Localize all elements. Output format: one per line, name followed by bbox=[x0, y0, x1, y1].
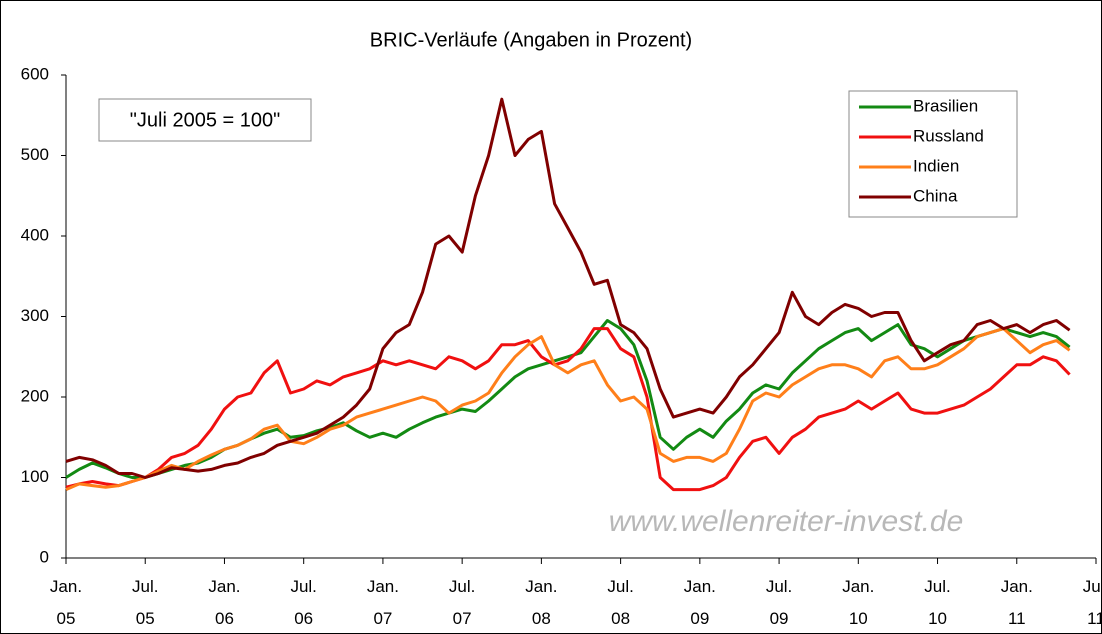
x-tick-label: Jul. 05 bbox=[131, 577, 159, 628]
watermark: www.wellenreiter-invest.de bbox=[609, 505, 964, 538]
series-line bbox=[65, 327, 1071, 491]
y-tick-label: 400 bbox=[21, 225, 49, 244]
y-tick-label: 300 bbox=[21, 306, 49, 325]
legend-label: China bbox=[913, 186, 958, 205]
annotation: "Juli 2005 = 100" bbox=[130, 109, 280, 131]
y-tick-label: 600 bbox=[21, 64, 49, 83]
series-line bbox=[65, 327, 1071, 492]
legend-label: Russland bbox=[913, 126, 984, 145]
annotation-box bbox=[98, 98, 312, 142]
x-tick-label: Jan. 06 bbox=[208, 577, 241, 628]
y-tick-label: 0 bbox=[40, 547, 49, 566]
x-tick-label: Jul. 06 bbox=[290, 577, 317, 628]
x-tick-label: Jul. 11 bbox=[1082, 577, 1101, 628]
x-tick-label: Jul. 10 bbox=[924, 577, 951, 628]
x-tick-label: Jan. 08 bbox=[525, 577, 558, 628]
legend-label: Brasilien bbox=[913, 96, 978, 115]
x-tick-label: Jan. 10 bbox=[842, 577, 875, 628]
x-tick-label: Jul. 07 bbox=[448, 577, 476, 628]
x-tick-label: Jan. 07 bbox=[366, 577, 399, 628]
x-tick-label: Jul. 08 bbox=[607, 577, 634, 628]
series-line bbox=[65, 97, 1071, 479]
y-tick-label: 500 bbox=[21, 145, 49, 164]
legend-label: Indien bbox=[913, 156, 959, 175]
x-tick-label: Jul. 09 bbox=[765, 577, 793, 628]
y-tick-label: 200 bbox=[21, 386, 49, 405]
chart-title: BRIC-Verläufe (Angaben in Prozent) bbox=[370, 29, 692, 51]
y-tick-label: 100 bbox=[21, 467, 49, 486]
x-tick-label: Jan. 09 bbox=[683, 577, 716, 628]
x-tick-label: Jan. 11 bbox=[1000, 577, 1033, 628]
x-tick-label: Jan. 05 bbox=[49, 577, 83, 628]
